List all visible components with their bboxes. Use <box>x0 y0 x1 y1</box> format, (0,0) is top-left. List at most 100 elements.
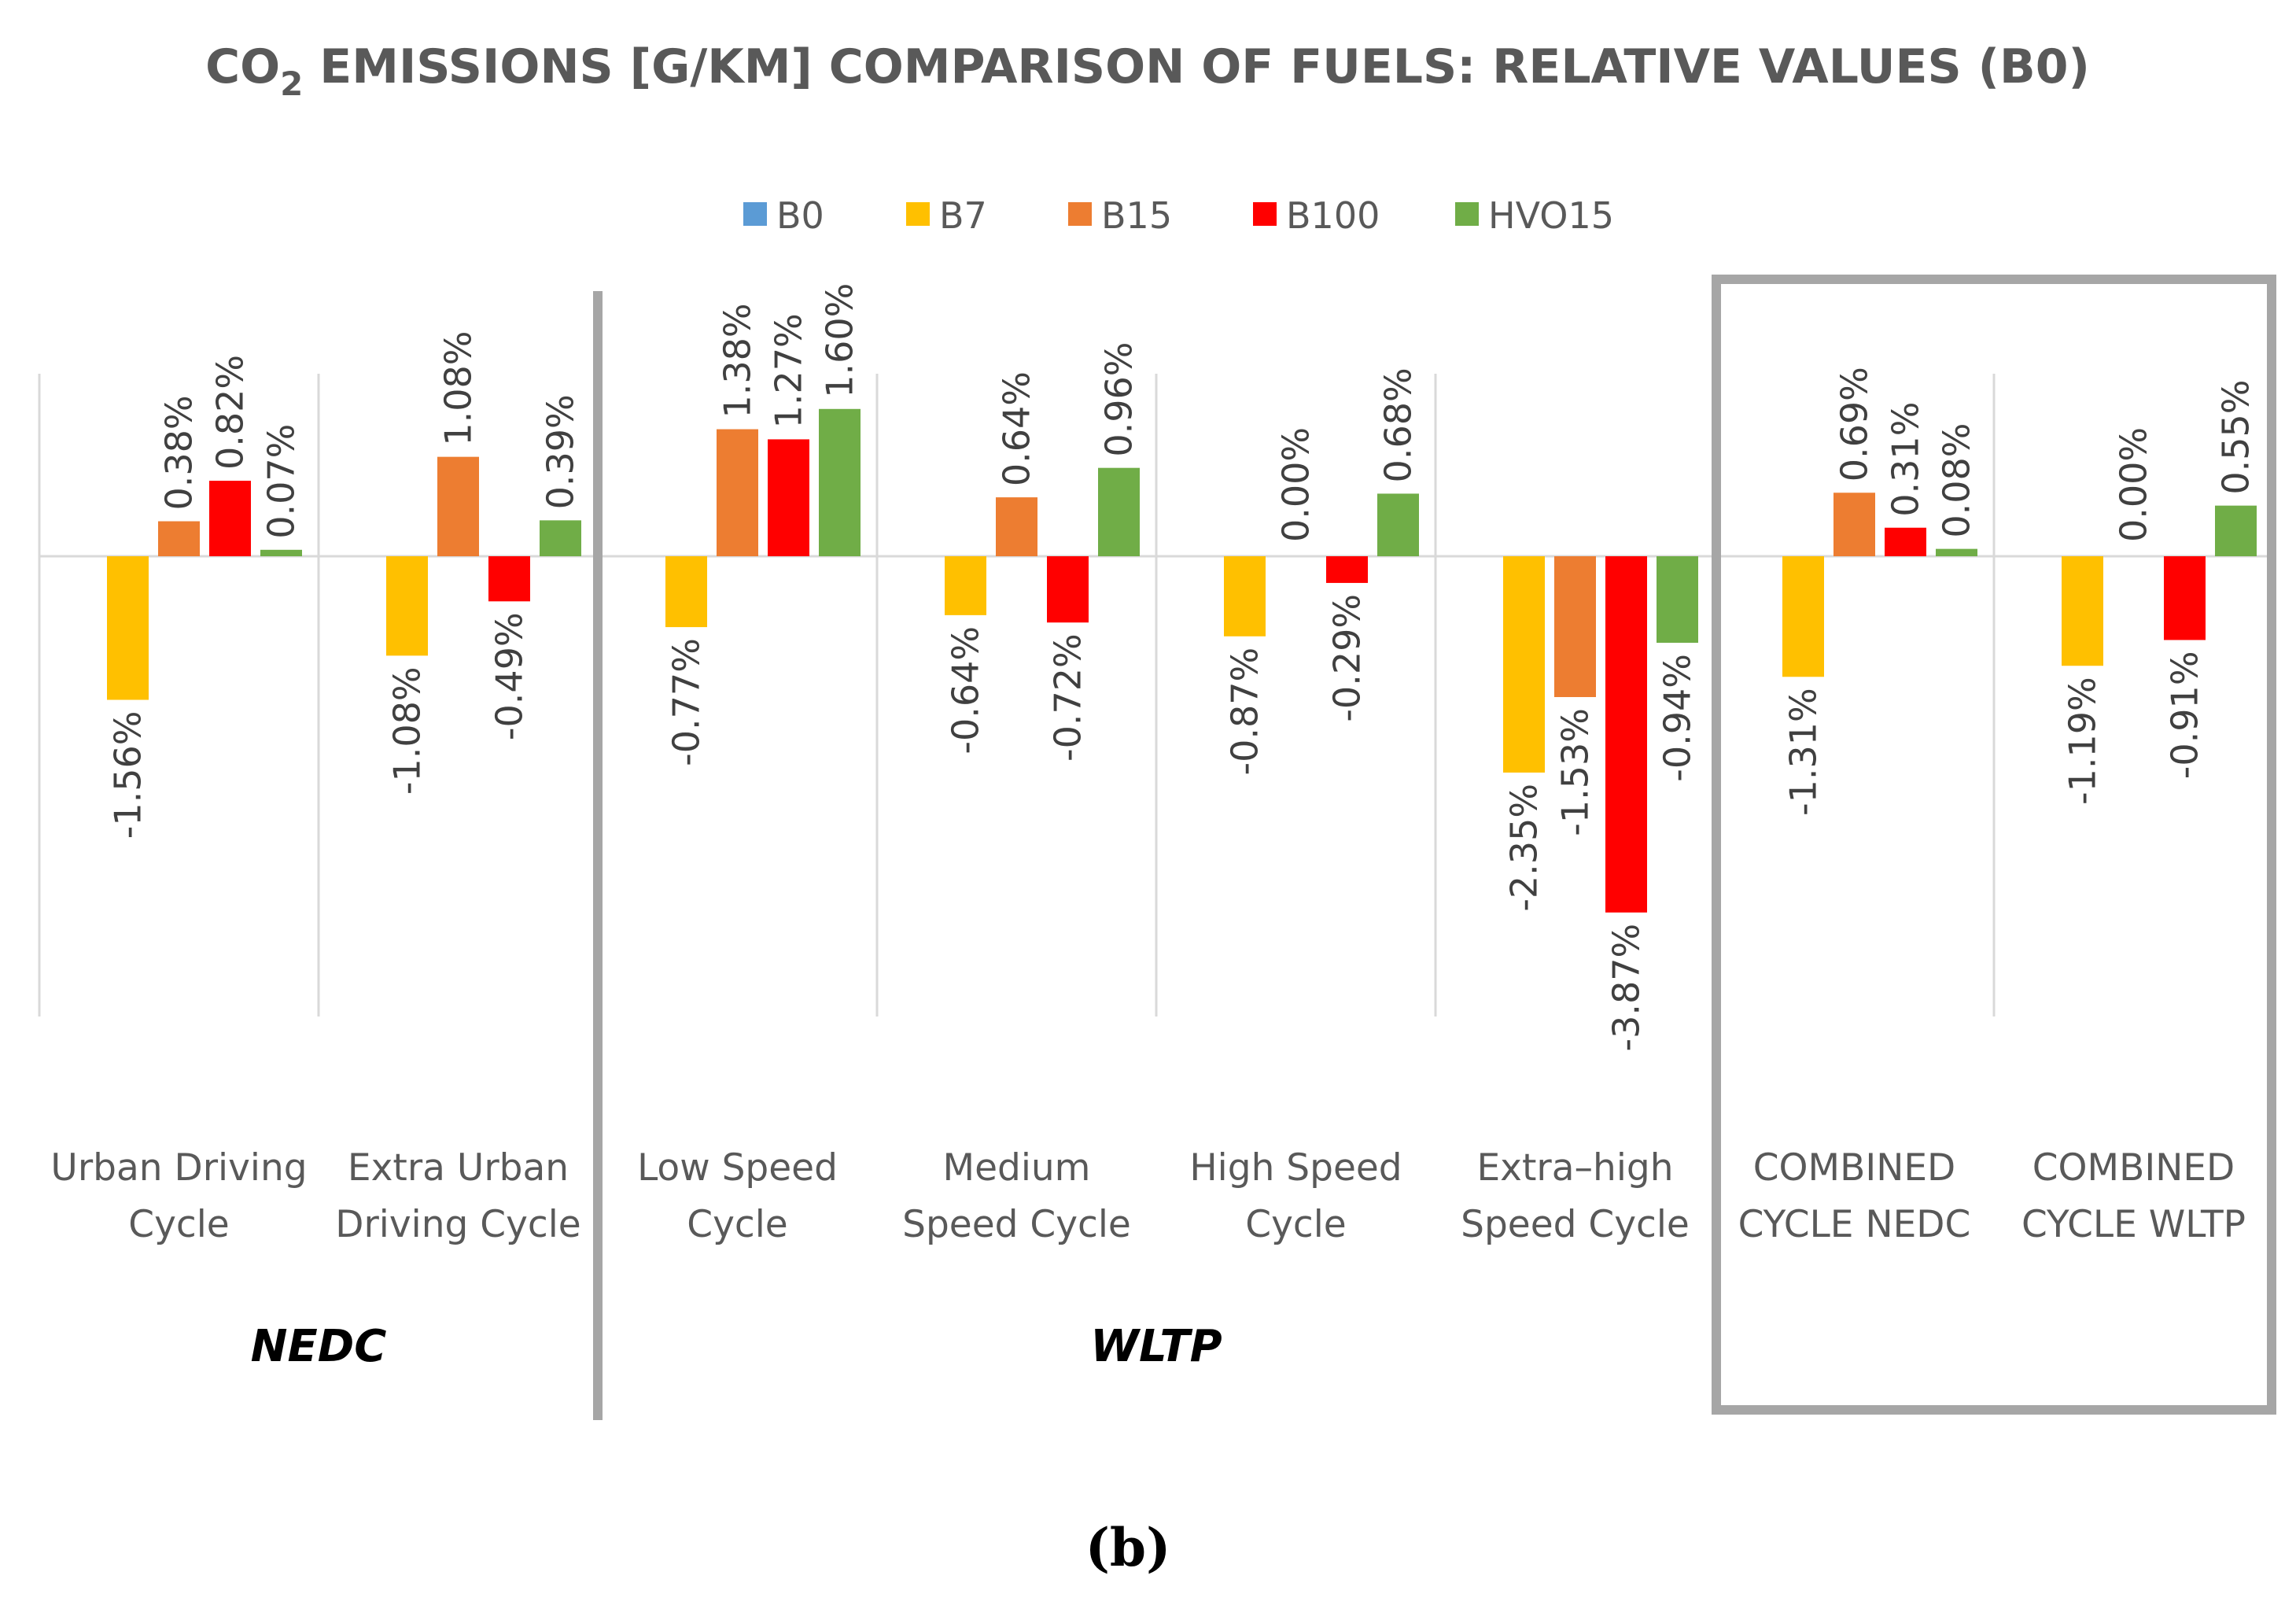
value-label-b15-2: 1.38% <box>717 303 759 418</box>
value-label-b15-1: 1.08% <box>437 330 480 445</box>
value-label-b100-3: -0.72% <box>1047 633 1089 762</box>
bar-b15-6 <box>1833 493 1875 556</box>
bar-b15-5 <box>1554 556 1596 698</box>
category-label: Low Speed <box>637 1146 838 1190</box>
bar-b15-1 <box>437 456 479 556</box>
category-label: Medium <box>943 1146 1091 1190</box>
value-label-hvo15-5: -0.94% <box>1657 654 1699 782</box>
category-label: CYCLE WLTP <box>2021 1203 2246 1246</box>
bar-b7-4 <box>1224 556 1266 636</box>
bar-b100-4 <box>1326 556 1368 583</box>
legend-swatch-hvo15 <box>1455 202 1479 226</box>
value-label-b15-5: -1.53% <box>1554 708 1597 836</box>
value-label-b100-1: -0.49% <box>488 612 531 740</box>
value-label-hvo15-1: 0.39% <box>540 394 582 509</box>
value-label-hvo15-4: 0.68% <box>1377 367 1420 482</box>
value-label-hvo15-3: 0.96% <box>1098 342 1141 457</box>
group-separators <box>593 275 2276 1420</box>
category-label: Extra Urban <box>348 1146 569 1190</box>
category-label: Cycle <box>128 1203 229 1246</box>
bar-b7-5 <box>1503 556 1545 773</box>
legend-label-b100: B100 <box>1286 194 1380 237</box>
value-label-hvo15-0: 0.07% <box>260 424 303 539</box>
legend-label-b7: B7 <box>939 194 987 237</box>
value-label-b7-1: -1.08% <box>386 666 429 795</box>
chart-title-subscript: 2 <box>280 65 303 103</box>
value-label-b100-4: -0.29% <box>1326 594 1369 722</box>
combined-cycles-box <box>1712 275 2276 1415</box>
value-label-b7-3: -0.64% <box>945 626 987 755</box>
bar-b100-5 <box>1605 556 1647 913</box>
value-label-b15-6: 0.69% <box>1833 367 1876 482</box>
value-label-b15-0: 0.38% <box>158 395 201 510</box>
legend: B0 B7 B15 B100 HVO15 <box>743 194 1614 237</box>
bar-b7-0 <box>107 556 149 700</box>
bar-hvo15-0 <box>260 549 302 556</box>
category-label: Driving Cycle <box>335 1203 580 1246</box>
legend-label-b15: B15 <box>1101 194 1172 237</box>
category-label: High Speed <box>1189 1146 1402 1190</box>
value-label-b15-7: 0.00% <box>2113 427 2155 542</box>
bar-b100-2 <box>768 439 809 556</box>
bars <box>107 408 2257 913</box>
chart-title-rest: EMISSIONS [G/KM] COMPARISON OF FUELS: RE… <box>303 39 2090 94</box>
value-label-b7-7: -1.19% <box>2062 677 2104 805</box>
bar-b7-2 <box>665 556 707 628</box>
value-label-b100-6: 0.31% <box>1885 402 1927 517</box>
legend-swatch-b15 <box>1068 202 1092 226</box>
legend-swatch-b7 <box>906 202 930 226</box>
value-label-b7-2: -0.77% <box>665 638 708 766</box>
value-label-b100-5: -3.87% <box>1605 924 1648 1052</box>
value-label-b100-2: 1.27% <box>768 313 810 428</box>
value-label-b100-0: 0.82% <box>209 355 252 470</box>
bar-b100-6 <box>1885 527 1926 556</box>
bar-b15-2 <box>717 429 758 556</box>
category-label: Speed Cycle <box>902 1203 1131 1246</box>
value-label-b7-6: -1.31% <box>1782 688 1825 816</box>
category-label: COMBINED <box>1753 1146 1956 1190</box>
bar-b7-7 <box>2062 556 2103 666</box>
bar-b7-6 <box>1782 556 1824 677</box>
bar-b100-3 <box>1047 556 1089 623</box>
category-label: Speed Cycle <box>1461 1203 1690 1246</box>
chart-title: CO2 EMISSIONS [G/KM] COMPARISON OF FUELS… <box>205 39 2090 103</box>
chart-title-prefix: CO <box>205 39 280 94</box>
bar-b7-3 <box>945 556 986 615</box>
bar-b100-0 <box>209 481 251 556</box>
legend-swatch-b0 <box>743 202 767 226</box>
value-label-b15-4: 0.00% <box>1275 427 1318 542</box>
legend-label-b0: B0 <box>776 194 824 237</box>
category-labels: Urban Driving Cycle Extra Urban Driving Cyc… <box>50 1146 2246 1246</box>
value-label-hvo15-2: 1.60% <box>819 283 861 398</box>
value-label-hvo15-7: 0.55% <box>2215 380 2257 495</box>
value-label-b7-0: -1.56% <box>107 711 149 839</box>
value-label-b7-5: -2.35% <box>1503 784 1546 912</box>
bar-b7-1 <box>386 556 428 656</box>
bar-hvo15-2 <box>819 408 861 556</box>
category-label: COMBINED <box>2032 1146 2235 1190</box>
value-labels: -1.56% 0.38% 0.82%0.07% -1.08% 1.08% -0.49% 0.… <box>107 283 2257 1052</box>
bar-hvo15-3 <box>1098 467 1140 556</box>
bar-b15-0 <box>158 521 200 556</box>
value-label-b100-7: -0.91% <box>2164 651 2206 779</box>
bar-b15-3 <box>996 497 1037 556</box>
bar-hvo15-1 <box>540 520 581 556</box>
category-label: Urban Driving <box>50 1146 307 1190</box>
legend-swatch-b100 <box>1253 202 1277 226</box>
bar-hvo15-4 <box>1377 493 1419 556</box>
bar-hvo15-5 <box>1657 556 1698 643</box>
group-labels: NEDC WLTP <box>251 1321 1222 1372</box>
legend-label-hvo15: HVO15 <box>1488 194 1614 237</box>
bar-hvo15-6 <box>1936 548 1977 556</box>
bar-hvo15-7 <box>2215 505 2257 556</box>
panel-label: (b) <box>1085 1517 1171 1578</box>
value-label-b7-4: -0.87% <box>1224 648 1266 776</box>
bar-b100-1 <box>488 556 530 602</box>
category-label: Extra–high <box>1476 1146 1673 1190</box>
value-label-hvo15-6: 0.08% <box>1936 422 1978 537</box>
group-label-nedc: NEDC <box>251 1321 387 1372</box>
category-label: Cycle <box>687 1203 787 1246</box>
group-label-wltp: WLTP <box>1090 1321 1222 1372</box>
value-label-b15-3: 0.64% <box>996 371 1038 486</box>
